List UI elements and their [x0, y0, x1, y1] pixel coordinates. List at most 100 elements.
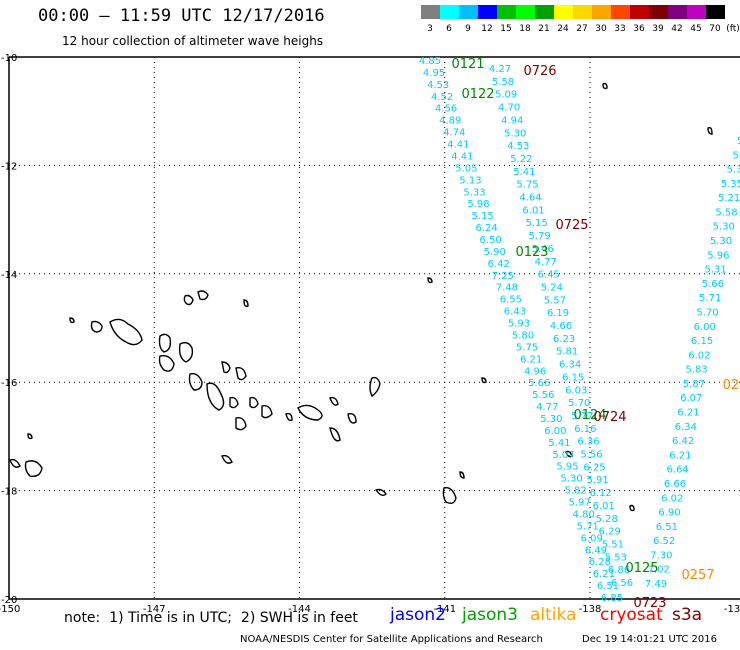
swh-value: 6.24 — [475, 223, 497, 234]
island — [481, 377, 487, 384]
island — [427, 277, 433, 284]
island — [297, 404, 323, 421]
swh-value: 5.58 — [492, 77, 514, 88]
swh-value: 6.52 — [653, 536, 675, 547]
swh-value: 6.02 — [688, 350, 710, 361]
swh-value: 6.29 — [599, 527, 621, 538]
satellite-label-cryosat: cryosat — [600, 605, 663, 625]
swh-value: 6.56 — [611, 578, 633, 589]
island — [158, 354, 175, 372]
swh-value: 5.09 — [495, 90, 517, 101]
legend-swatch — [649, 5, 668, 19]
swh-value: 6.09 — [581, 533, 603, 544]
credit-text: NOAA/NESDIS Center for Satellite Applica… — [240, 634, 543, 645]
swh-value: 6.36 — [577, 437, 599, 448]
swh-value: 5.75 — [516, 342, 538, 353]
swh-value: 6.21 — [677, 408, 699, 419]
island — [109, 318, 143, 346]
swh-value: 4.89 — [439, 116, 461, 127]
pass-label-cryosat: 0726 — [523, 64, 556, 79]
swh-value: 5.13 — [459, 175, 481, 186]
swh-value: 5.58 — [715, 207, 737, 218]
swh-value: 5.28 — [596, 514, 618, 525]
latitude-tick-label: -18 — [1, 487, 17, 498]
longitude-tick-label: -138 — [579, 604, 602, 615]
swh-value: 4.41 — [447, 140, 469, 151]
swh-value: 6.45 — [538, 270, 560, 281]
legend-swatch — [535, 5, 554, 19]
swh-value: 5.97 — [569, 498, 591, 509]
island — [158, 333, 172, 353]
swh-value: 4.52 — [431, 92, 453, 103]
swh-value: 6.00 — [694, 322, 716, 333]
legend-swatch — [516, 5, 535, 19]
swh-value: 6.15 — [691, 336, 713, 347]
swh-value: 6.19 — [547, 308, 569, 319]
axis-tick-labels: -150 -147 -144 -141 -138 -135 -10 -12 -14 -16 -18 -… — [0, 53, 740, 615]
swh-value: 4.77 — [536, 402, 558, 413]
swh-value: 5 — [737, 136, 740, 147]
swh-value: 5.80 — [512, 330, 534, 341]
swh-value: 7.49 — [645, 579, 667, 590]
swh-value: 6.49 — [585, 545, 607, 556]
legend-swatch — [421, 5, 440, 19]
swh-value: 6.15 — [562, 372, 584, 383]
legend-swatch — [611, 5, 630, 19]
swh-value: 6.85 — [601, 593, 623, 604]
legend-label: 9 — [465, 24, 471, 34]
legend-label: 70 — [709, 24, 721, 34]
pass-label-cryosat: 0725 — [555, 218, 588, 233]
swh-value: 5.95 — [556, 462, 578, 473]
swh-value: 6.01 — [522, 205, 544, 216]
swh-value: 6.34 — [559, 360, 581, 371]
swh-value: 5.91 — [586, 475, 608, 486]
pass-label-jason3: 0124 — [573, 408, 606, 423]
swh-value: 5.35 — [721, 179, 740, 190]
timestamp-text: Dec 19 14:01:21 UTC 2016 — [582, 634, 717, 645]
swh-value: 5.56 — [580, 450, 602, 461]
legend-swatch — [687, 5, 706, 19]
swh-value: 7.25 — [492, 271, 514, 282]
swh-value: 5.30 — [713, 222, 735, 233]
swh-value: 7.30 — [650, 550, 672, 561]
pass-label-jason3: 0121 — [451, 57, 484, 72]
track-b: 4.27 5.58 5.09 4.704.94 5.30 4.53 5.22 5.41 5.75… — [489, 64, 633, 589]
swh-value: 5.82 — [564, 486, 586, 497]
legend-label: 18 — [519, 24, 531, 34]
satellite-label-altika: altika — [530, 605, 577, 625]
swh-value: 6.66 — [664, 479, 686, 490]
longitude-tick-label: -144 — [288, 604, 311, 615]
island — [707, 126, 713, 135]
latitude-tick-label: -20 — [1, 595, 17, 606]
swh-value: 5.15 — [471, 211, 493, 222]
island — [24, 460, 43, 478]
island — [249, 396, 259, 409]
island — [197, 290, 209, 301]
satellite-label-jason2: jason2 — [390, 605, 446, 625]
legend-swatch — [497, 5, 516, 19]
swh-value: 6.55 — [500, 295, 522, 306]
swh-value: 5.30 — [560, 474, 582, 485]
swh-value: 5.56 — [532, 390, 554, 401]
legend-swatch — [592, 5, 611, 19]
swh-value: 4.64 — [519, 193, 541, 204]
legend-label: 15 — [500, 24, 512, 34]
swh-value: 5.90 — [484, 247, 506, 258]
swh-value: 5.75 — [516, 180, 538, 191]
swh-value: 4.96 — [524, 366, 546, 377]
swh-value: 6.43 — [504, 307, 526, 318]
swh-value: 5.05 — [455, 163, 477, 174]
satellite-label-jason3: jason3 — [462, 605, 518, 625]
island — [188, 372, 203, 391]
swh-value: 5.66 — [528, 378, 550, 389]
swh-value: 5.57 — [544, 295, 566, 306]
swh-value: 4.53 — [427, 80, 449, 91]
swh-value: 6.03 — [565, 385, 587, 396]
island — [90, 320, 103, 333]
legend-label: 3 — [427, 24, 433, 34]
swh-value: 5.15 — [525, 218, 547, 229]
island — [285, 412, 293, 422]
island — [602, 82, 608, 90]
swh-value: 5.41 — [548, 438, 570, 449]
